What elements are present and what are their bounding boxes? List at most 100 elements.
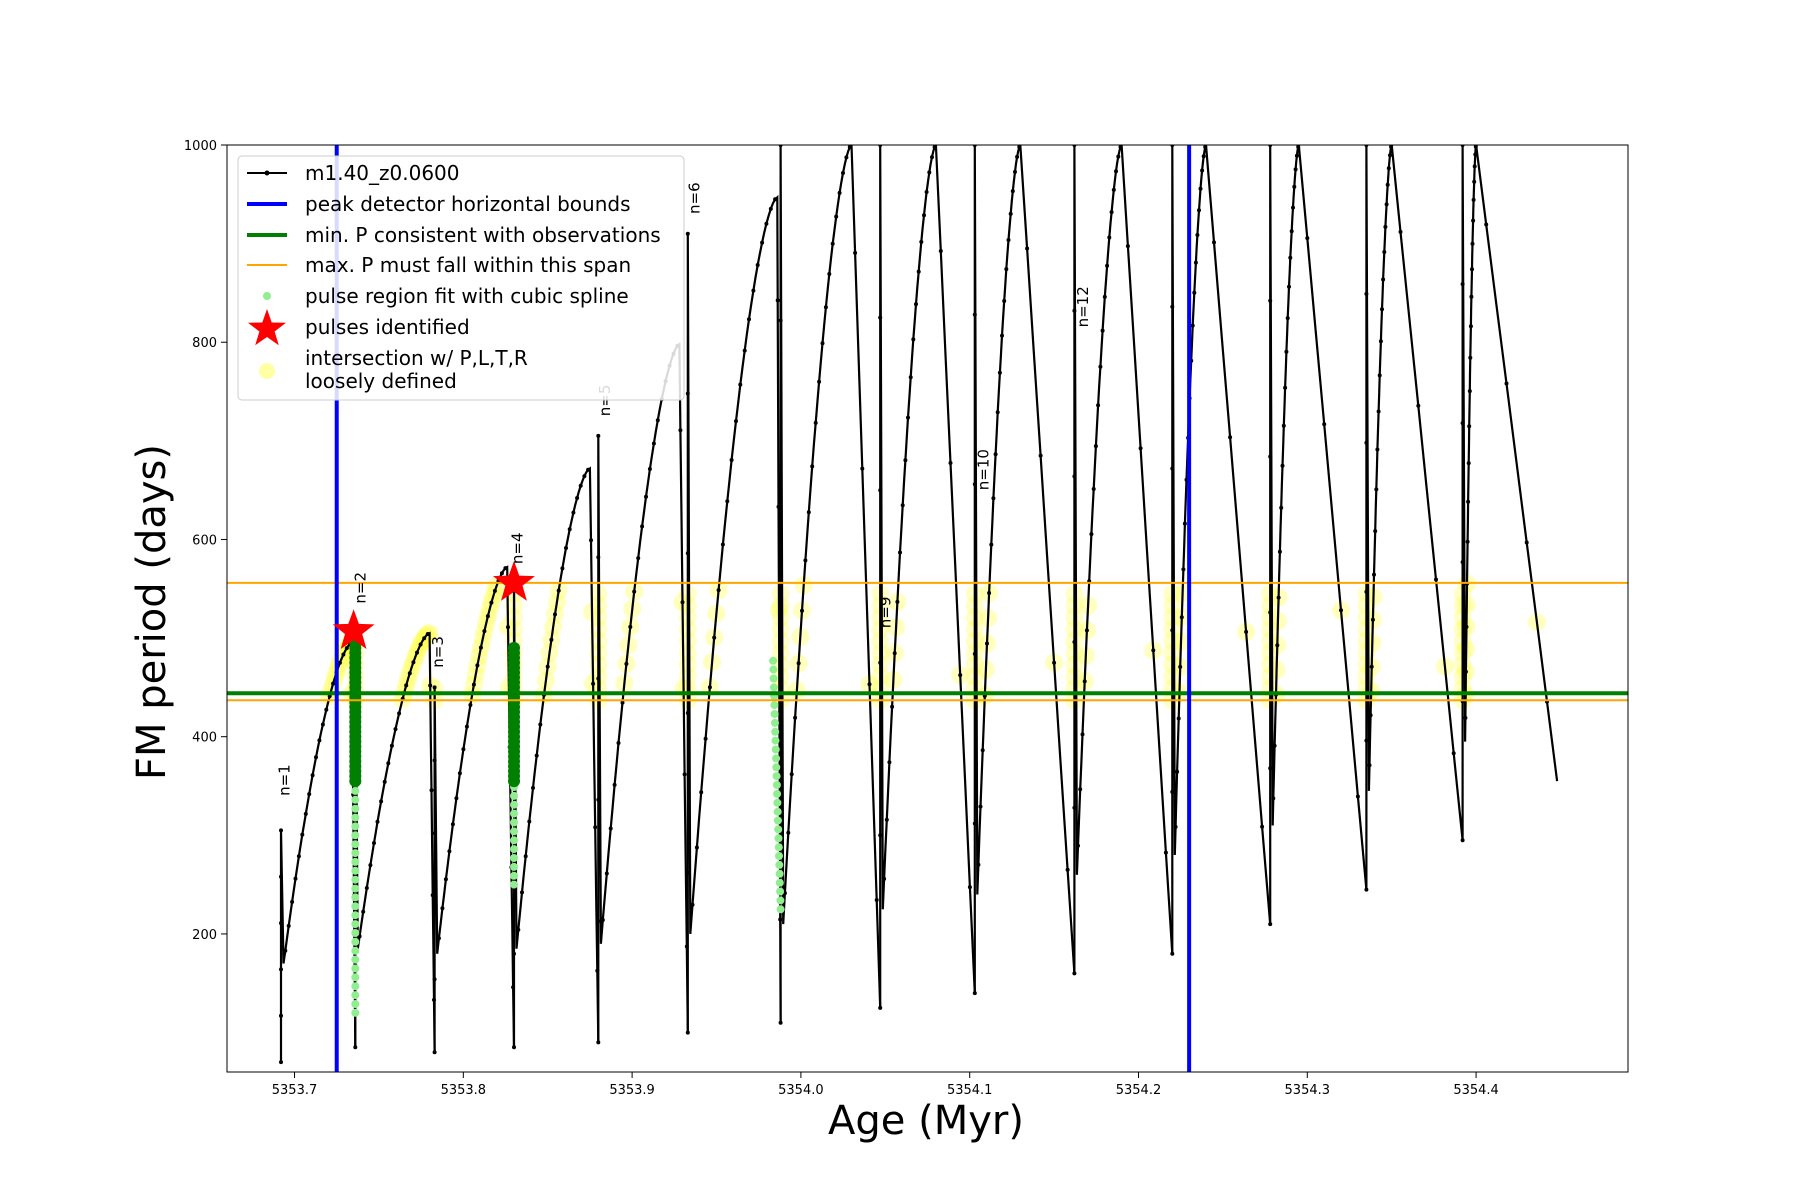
series-point — [1460, 560, 1465, 565]
series-point — [1170, 789, 1175, 794]
series-point — [1118, 145, 1123, 149]
series-segment-8 — [879, 145, 976, 1008]
x-tick-label: 5353.7 — [272, 1083, 318, 1098]
annotation-n=2: n=2 — [351, 572, 369, 604]
series-point — [760, 240, 765, 245]
series-point — [914, 302, 918, 307]
series-point — [393, 727, 398, 732]
series-point — [1072, 971, 1077, 976]
spline-point — [774, 825, 783, 834]
series-point — [624, 661, 629, 666]
spline-point — [773, 816, 782, 825]
spline-point — [775, 860, 784, 869]
series-point — [778, 1020, 783, 1025]
spline-point — [772, 763, 781, 772]
spline-point — [775, 878, 784, 887]
series-point — [655, 418, 660, 423]
series-point — [471, 682, 476, 687]
series-point — [991, 496, 996, 501]
series-point — [1182, 521, 1187, 526]
series-point — [1200, 168, 1205, 173]
series-point — [1170, 466, 1175, 471]
series-point — [1364, 887, 1369, 892]
series-segment-13 — [1365, 145, 1464, 890]
series-point — [596, 919, 601, 924]
series-point — [834, 214, 839, 219]
series-point — [932, 145, 937, 150]
annotation-n=6: n=6 — [686, 182, 704, 214]
series-point — [1339, 608, 1343, 613]
series-point — [806, 510, 811, 515]
series-point — [489, 600, 494, 605]
series-point — [997, 370, 1002, 375]
x-tick-label: 5354.0 — [778, 1083, 824, 1098]
pulse-star-2 — [493, 560, 535, 601]
series-point — [353, 1045, 358, 1050]
spline-point — [351, 929, 360, 937]
series-point — [450, 822, 455, 827]
series-point — [1268, 610, 1273, 615]
y-tick-label: 800 — [192, 336, 217, 351]
series-point — [1268, 922, 1273, 927]
series-point — [1178, 664, 1183, 669]
legend-label-3: min. P consistent with observations — [305, 223, 661, 247]
series-point — [571, 510, 576, 515]
series-point — [279, 967, 283, 972]
spline-point — [351, 857, 360, 866]
stars-layer — [332, 560, 535, 649]
series-point — [364, 886, 369, 890]
spline-point — [770, 701, 779, 710]
series-point — [786, 830, 791, 835]
series-point — [379, 799, 384, 804]
series-point — [1000, 333, 1004, 338]
series-point — [1467, 389, 1472, 394]
series-point — [1460, 838, 1465, 843]
series-point — [1470, 267, 1474, 272]
series-point — [976, 862, 981, 867]
series-point — [429, 788, 434, 793]
series-point — [725, 499, 730, 504]
spline-point — [775, 869, 784, 878]
x-tick-label: 5354.1 — [947, 1083, 993, 1098]
series-point — [768, 206, 773, 211]
series-point — [1114, 169, 1118, 174]
annotation-n=1: n=1 — [276, 764, 294, 796]
series-point — [279, 828, 283, 833]
series-point — [685, 711, 690, 715]
series-point — [938, 249, 943, 253]
spline-point — [510, 809, 518, 818]
series-point — [1017, 145, 1022, 149]
series-point — [707, 685, 712, 690]
x-axis-label: Age (Myr) — [828, 1098, 1024, 1144]
series-point — [1373, 529, 1378, 534]
spline-point — [510, 836, 518, 845]
series-point — [1504, 381, 1509, 386]
series-point — [1013, 169, 1017, 174]
spline-point — [351, 902, 360, 911]
series-point — [685, 870, 690, 875]
series-point — [729, 458, 734, 462]
series-point — [778, 494, 783, 499]
series-point — [1372, 572, 1376, 577]
series-point — [764, 221, 769, 226]
series-point — [593, 825, 598, 830]
series-point — [461, 747, 466, 752]
series-point — [389, 743, 394, 748]
series-point — [810, 464, 815, 469]
series-point — [296, 854, 301, 859]
series-point — [887, 760, 892, 765]
series-point — [344, 646, 349, 651]
series-point — [1524, 540, 1529, 545]
series-point — [1471, 197, 1476, 202]
series-point — [1203, 145, 1208, 149]
spline-point — [351, 840, 360, 849]
series-point — [796, 661, 801, 666]
spline-point — [351, 893, 360, 902]
series-point — [878, 660, 883, 665]
series-point — [1434, 577, 1438, 582]
x-tick-label: 5354.2 — [1116, 1083, 1162, 1098]
series-point — [1364, 589, 1369, 594]
series-point — [1002, 299, 1007, 303]
series-point — [837, 190, 842, 195]
